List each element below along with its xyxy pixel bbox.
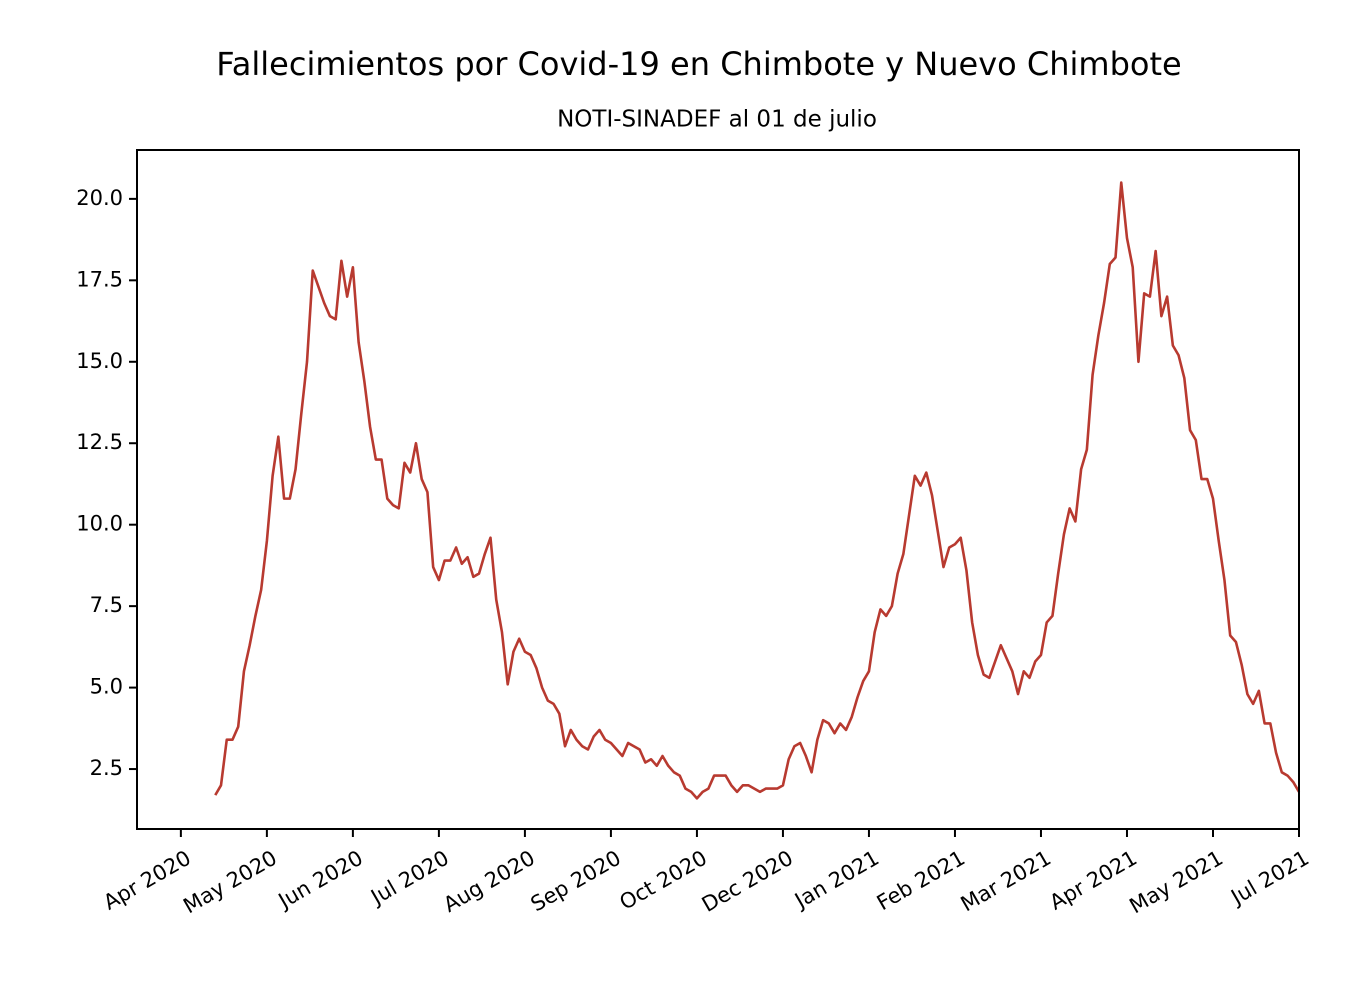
x-tick-label: Jan 2021 <box>789 846 883 914</box>
y-tick-label: 20.0 <box>76 186 123 210</box>
x-tick-label: Dec 2020 <box>698 846 797 917</box>
y-tick-label: 10.0 <box>76 512 123 536</box>
x-tick-label: Apr 2021 <box>1046 846 1142 915</box>
x-tick-label: Sep 2020 <box>527 846 625 917</box>
x-tick-label: Feb 2021 <box>873 846 969 915</box>
x-tick-label: Oct 2020 <box>616 846 712 915</box>
chart-subtitle: NOTI-SINADEF al 01 de julio <box>557 107 877 133</box>
x-tick-label: Jul 2021 <box>1225 846 1313 911</box>
y-tick-label: 5.0 <box>90 675 123 699</box>
y-tick-label: 17.5 <box>76 267 123 291</box>
x-tick-label: May 2021 <box>1125 846 1227 919</box>
data-line <box>214 181 1301 800</box>
y-tick-label: 12.5 <box>76 430 123 454</box>
y-tick-label: 2.5 <box>90 756 123 780</box>
x-tick-label: Apr 2020 <box>99 846 195 915</box>
plot-frame <box>136 149 1300 830</box>
x-tick-label: Jun 2020 <box>273 846 367 914</box>
x-tick-label: Aug 2020 <box>439 846 539 917</box>
y-tick-label: 7.5 <box>90 593 123 617</box>
chart-title: Fallecimientos por Covid-19 en Chimbote … <box>216 45 1181 83</box>
x-tick-label: Jul 2020 <box>365 846 453 911</box>
y-tick-label: 15.0 <box>76 349 123 373</box>
x-tick-label: May 2020 <box>179 846 281 919</box>
x-tick-label: Mar 2021 <box>957 846 1055 917</box>
